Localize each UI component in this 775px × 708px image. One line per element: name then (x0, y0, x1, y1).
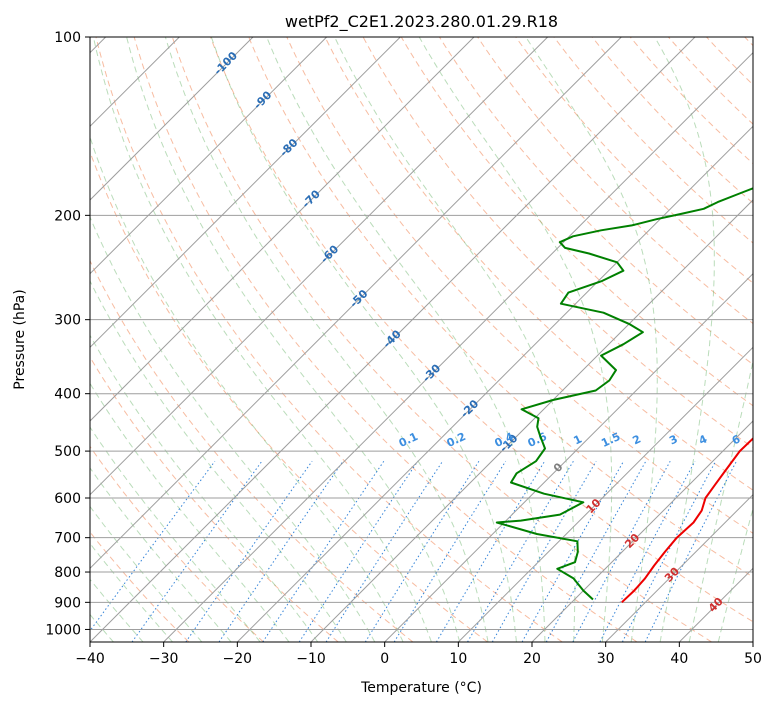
dry-adiabat-line (90, 445, 264, 642)
y-tick-label: 1000 (45, 622, 81, 638)
dry-adiabat-line (515, 37, 753, 284)
x-axis-title: Temperature (°C) (360, 680, 482, 696)
mixing-ratio-line (621, 460, 717, 642)
temperature-profile-line (621, 437, 753, 604)
moist-adiabat-line (90, 334, 319, 642)
x-tick-label: 0 (380, 651, 389, 667)
isotherm-line (90, 37, 254, 201)
mixing-ratio-line (435, 460, 546, 642)
moist-adiabat-line (92, 37, 432, 642)
moist-adiabat-line (688, 358, 753, 642)
isotherm-line (531, 420, 753, 642)
dry-adiabat-line (210, 37, 753, 623)
moist-adiabat-line (90, 542, 173, 642)
moist-adiabat-line (90, 215, 376, 642)
dry-adiabat-line (171, 37, 712, 642)
isotherm-line (163, 51, 753, 642)
moist-adiabat-line (90, 135, 404, 642)
moist-adiabat-line (90, 467, 232, 642)
mixing-ratio-line (521, 460, 625, 642)
dry-adiabat-line (477, 37, 753, 325)
moist-adiabat-line (90, 578, 144, 642)
x-tick-label: −30 (149, 651, 179, 667)
x-tick-label: 10 (449, 651, 467, 667)
moist-adiabat-line (126, 37, 461, 642)
profile-lines (495, 187, 753, 604)
x-tick-label: 50 (744, 651, 762, 667)
y-axis-title: Pressure (hPa) (12, 289, 28, 389)
isotherm-line (90, 37, 622, 570)
y-tick-label: 800 (54, 565, 81, 581)
y-tick-label: 100 (54, 30, 81, 46)
dewpoint-profile-line (495, 187, 753, 601)
dry-adiabat-line (591, 37, 753, 204)
x-tick-label: −40 (75, 651, 105, 667)
dry-adiabat-line (248, 37, 753, 578)
moist-adiabat-line (210, 37, 517, 642)
mixing-ratio-line (262, 460, 385, 642)
moist-adiabat-line (418, 37, 613, 642)
mixing-ratio-line (90, 460, 216, 632)
mixing-ratio-line (467, 460, 574, 642)
x-tick-label: 20 (523, 651, 541, 667)
y-tick-label: 500 (54, 444, 81, 460)
dry-adiabat-line (95, 37, 563, 642)
mixing-ratio-line (218, 460, 344, 642)
axes: −40 −30 −20 −10 0 10 20 30 40 50 100 200 300 400 500 60… (45, 30, 762, 667)
dry-adiabat-line (133, 37, 638, 642)
isotherm-line (384, 272, 753, 642)
isotherm-line (457, 346, 753, 642)
moist-adiabat-line (90, 505, 203, 642)
y-tick-label: 600 (54, 491, 81, 507)
y-tick-label: 200 (54, 208, 81, 224)
y-tick-label: 700 (54, 531, 81, 547)
x-tick-label: −20 (223, 651, 253, 667)
moist-adiabat-line (334, 37, 576, 642)
isotherm-line (236, 125, 753, 642)
plot-frame (89, 36, 754, 643)
isotherm-line (605, 493, 753, 642)
moist-adiabat-line (90, 382, 290, 642)
y-tick-label: 900 (54, 595, 81, 611)
y-tick-label: 400 (54, 387, 81, 403)
isotherm-line (90, 37, 401, 349)
x-tick-label: −10 (296, 651, 326, 667)
dry-adiabat-line (629, 37, 753, 165)
isotherm-line (90, 37, 475, 422)
mixing-ratio-line (644, 460, 737, 642)
moist-adiabat-line (717, 506, 753, 642)
moist-adiabat-line (266, 37, 546, 642)
mixing-ratio-line (393, 460, 507, 642)
x-tick-label: 40 (670, 651, 688, 667)
chart-title: wetPf2_C2E1.2023.280.01.29.R18 (285, 12, 558, 32)
dry-adiabat-line (400, 37, 753, 407)
isotherm-line (90, 37, 549, 496)
isotherm-line (310, 199, 753, 642)
isotherm-line (90, 37, 328, 275)
moist-adiabat-line (164, 37, 489, 642)
moist-adiabat-line (90, 426, 261, 642)
y-tick-label: 300 (54, 313, 81, 329)
mixing-ratio-line (185, 460, 313, 642)
moist-adiabat-line (654, 37, 715, 642)
isotherm-line (90, 37, 696, 642)
dry-adiabat-line (90, 259, 414, 642)
x-tick-label: 30 (597, 651, 615, 667)
moist-adiabat-line (525, 37, 658, 642)
dry-adiabat-line (324, 37, 753, 491)
